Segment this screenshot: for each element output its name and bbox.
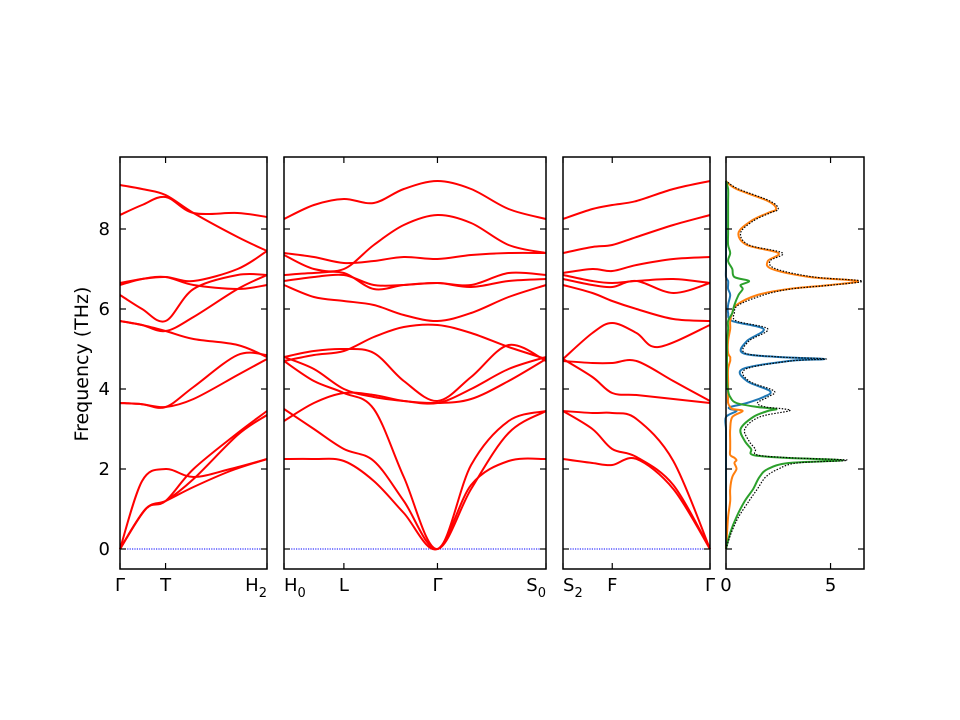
band-branch-1-12 xyxy=(119,195,268,218)
dos-series-3 xyxy=(725,180,845,550)
y-tick-label: 2 xyxy=(99,459,110,480)
x-tick-label: L xyxy=(339,575,349,596)
band-branch-2-2 xyxy=(283,408,547,550)
band-branch-2-1 xyxy=(283,457,547,551)
dos-x-tick-label: 5 xyxy=(825,575,836,596)
x-tick-label: H0 xyxy=(284,575,306,601)
band-branch-3-4 xyxy=(562,358,711,404)
band-branch-1-5 xyxy=(119,358,268,409)
band-branch-3-7 xyxy=(562,284,711,322)
band-branch-2-7 xyxy=(283,343,547,403)
dos-series-2 xyxy=(725,180,860,550)
band-branch-1-2 xyxy=(119,458,268,550)
x-tick-label: H2 xyxy=(245,575,267,601)
band-branch-2-8 xyxy=(283,284,547,323)
band-branch-1-8 xyxy=(119,274,268,333)
band-branch-1-11 xyxy=(119,250,268,284)
band-branch-2-9 xyxy=(283,273,547,289)
band-branch-2-12 xyxy=(283,213,547,273)
dos-x-tick-label: 0 xyxy=(720,575,731,596)
band-branch-2-10 xyxy=(283,270,547,291)
x-tick-label-subscript: 0 xyxy=(538,586,546,601)
x-tick-label: T xyxy=(159,575,172,596)
band-branch-2-11 xyxy=(283,251,547,265)
band-branch-2-6 xyxy=(283,323,547,362)
band-branch-1-9 xyxy=(119,272,268,323)
band-branch-1-7 xyxy=(119,320,268,358)
band-panel-2: H0 L Γ S0 xyxy=(283,156,547,601)
band-panel-frame xyxy=(283,156,547,570)
band-panel-3: S2 F Γ xyxy=(562,156,715,601)
band-branch-2-13 xyxy=(283,179,547,220)
band-branch-3-12 xyxy=(562,180,711,220)
band-panel-1: 0 2 4 6 8 Γ T H2 xyxy=(99,156,268,601)
dos-series-4 xyxy=(725,180,863,550)
y-tick-label: 8 xyxy=(99,219,110,240)
x-tick-label: F xyxy=(607,575,617,596)
y-axis-label: Frequency (THz) xyxy=(71,287,93,442)
x-tick-label-subscript: 2 xyxy=(259,586,267,601)
y-tick-label: 4 xyxy=(99,379,110,400)
band-structure-panels: 0 2 4 6 8 Γ T H2 H0 L Γ S0 S2 F Γ xyxy=(99,156,715,601)
band-panel-frame xyxy=(119,156,268,570)
band-branch-1-4 xyxy=(119,414,268,550)
band-branch-3-3 xyxy=(562,410,711,550)
band-branch-2-5 xyxy=(283,356,547,405)
band-branch-1-1 xyxy=(119,458,268,550)
band-branch-1-6 xyxy=(119,351,268,409)
band-branch-3-5 xyxy=(562,359,711,402)
y-tick-label: 0 xyxy=(99,539,110,560)
band-branch-3-1 xyxy=(562,457,711,550)
band-panel-frame xyxy=(562,156,711,570)
x-tick-label: Γ xyxy=(432,575,442,596)
band-branch-3-6 xyxy=(562,321,711,360)
x-tick-label: Γ xyxy=(115,575,125,596)
x-tick-label: S0 xyxy=(526,575,546,601)
x-tick-label-subscript: 0 xyxy=(298,586,306,601)
band-branch-2-3 xyxy=(283,360,547,550)
band-branch-3-9 xyxy=(562,274,711,285)
x-tick-label: S2 xyxy=(563,575,583,601)
y-tick-label: 6 xyxy=(99,299,110,320)
band-branch-3-2 xyxy=(562,410,711,550)
band-branch-3-8 xyxy=(562,278,711,295)
band-branch-1-13 xyxy=(119,184,268,252)
x-tick-label-subscript: 2 xyxy=(574,586,582,601)
band-branch-3-10 xyxy=(562,256,711,274)
x-tick-label: Γ xyxy=(705,575,715,596)
dos-panel-frame xyxy=(725,156,865,570)
band-branch-3-11 xyxy=(562,214,711,254)
